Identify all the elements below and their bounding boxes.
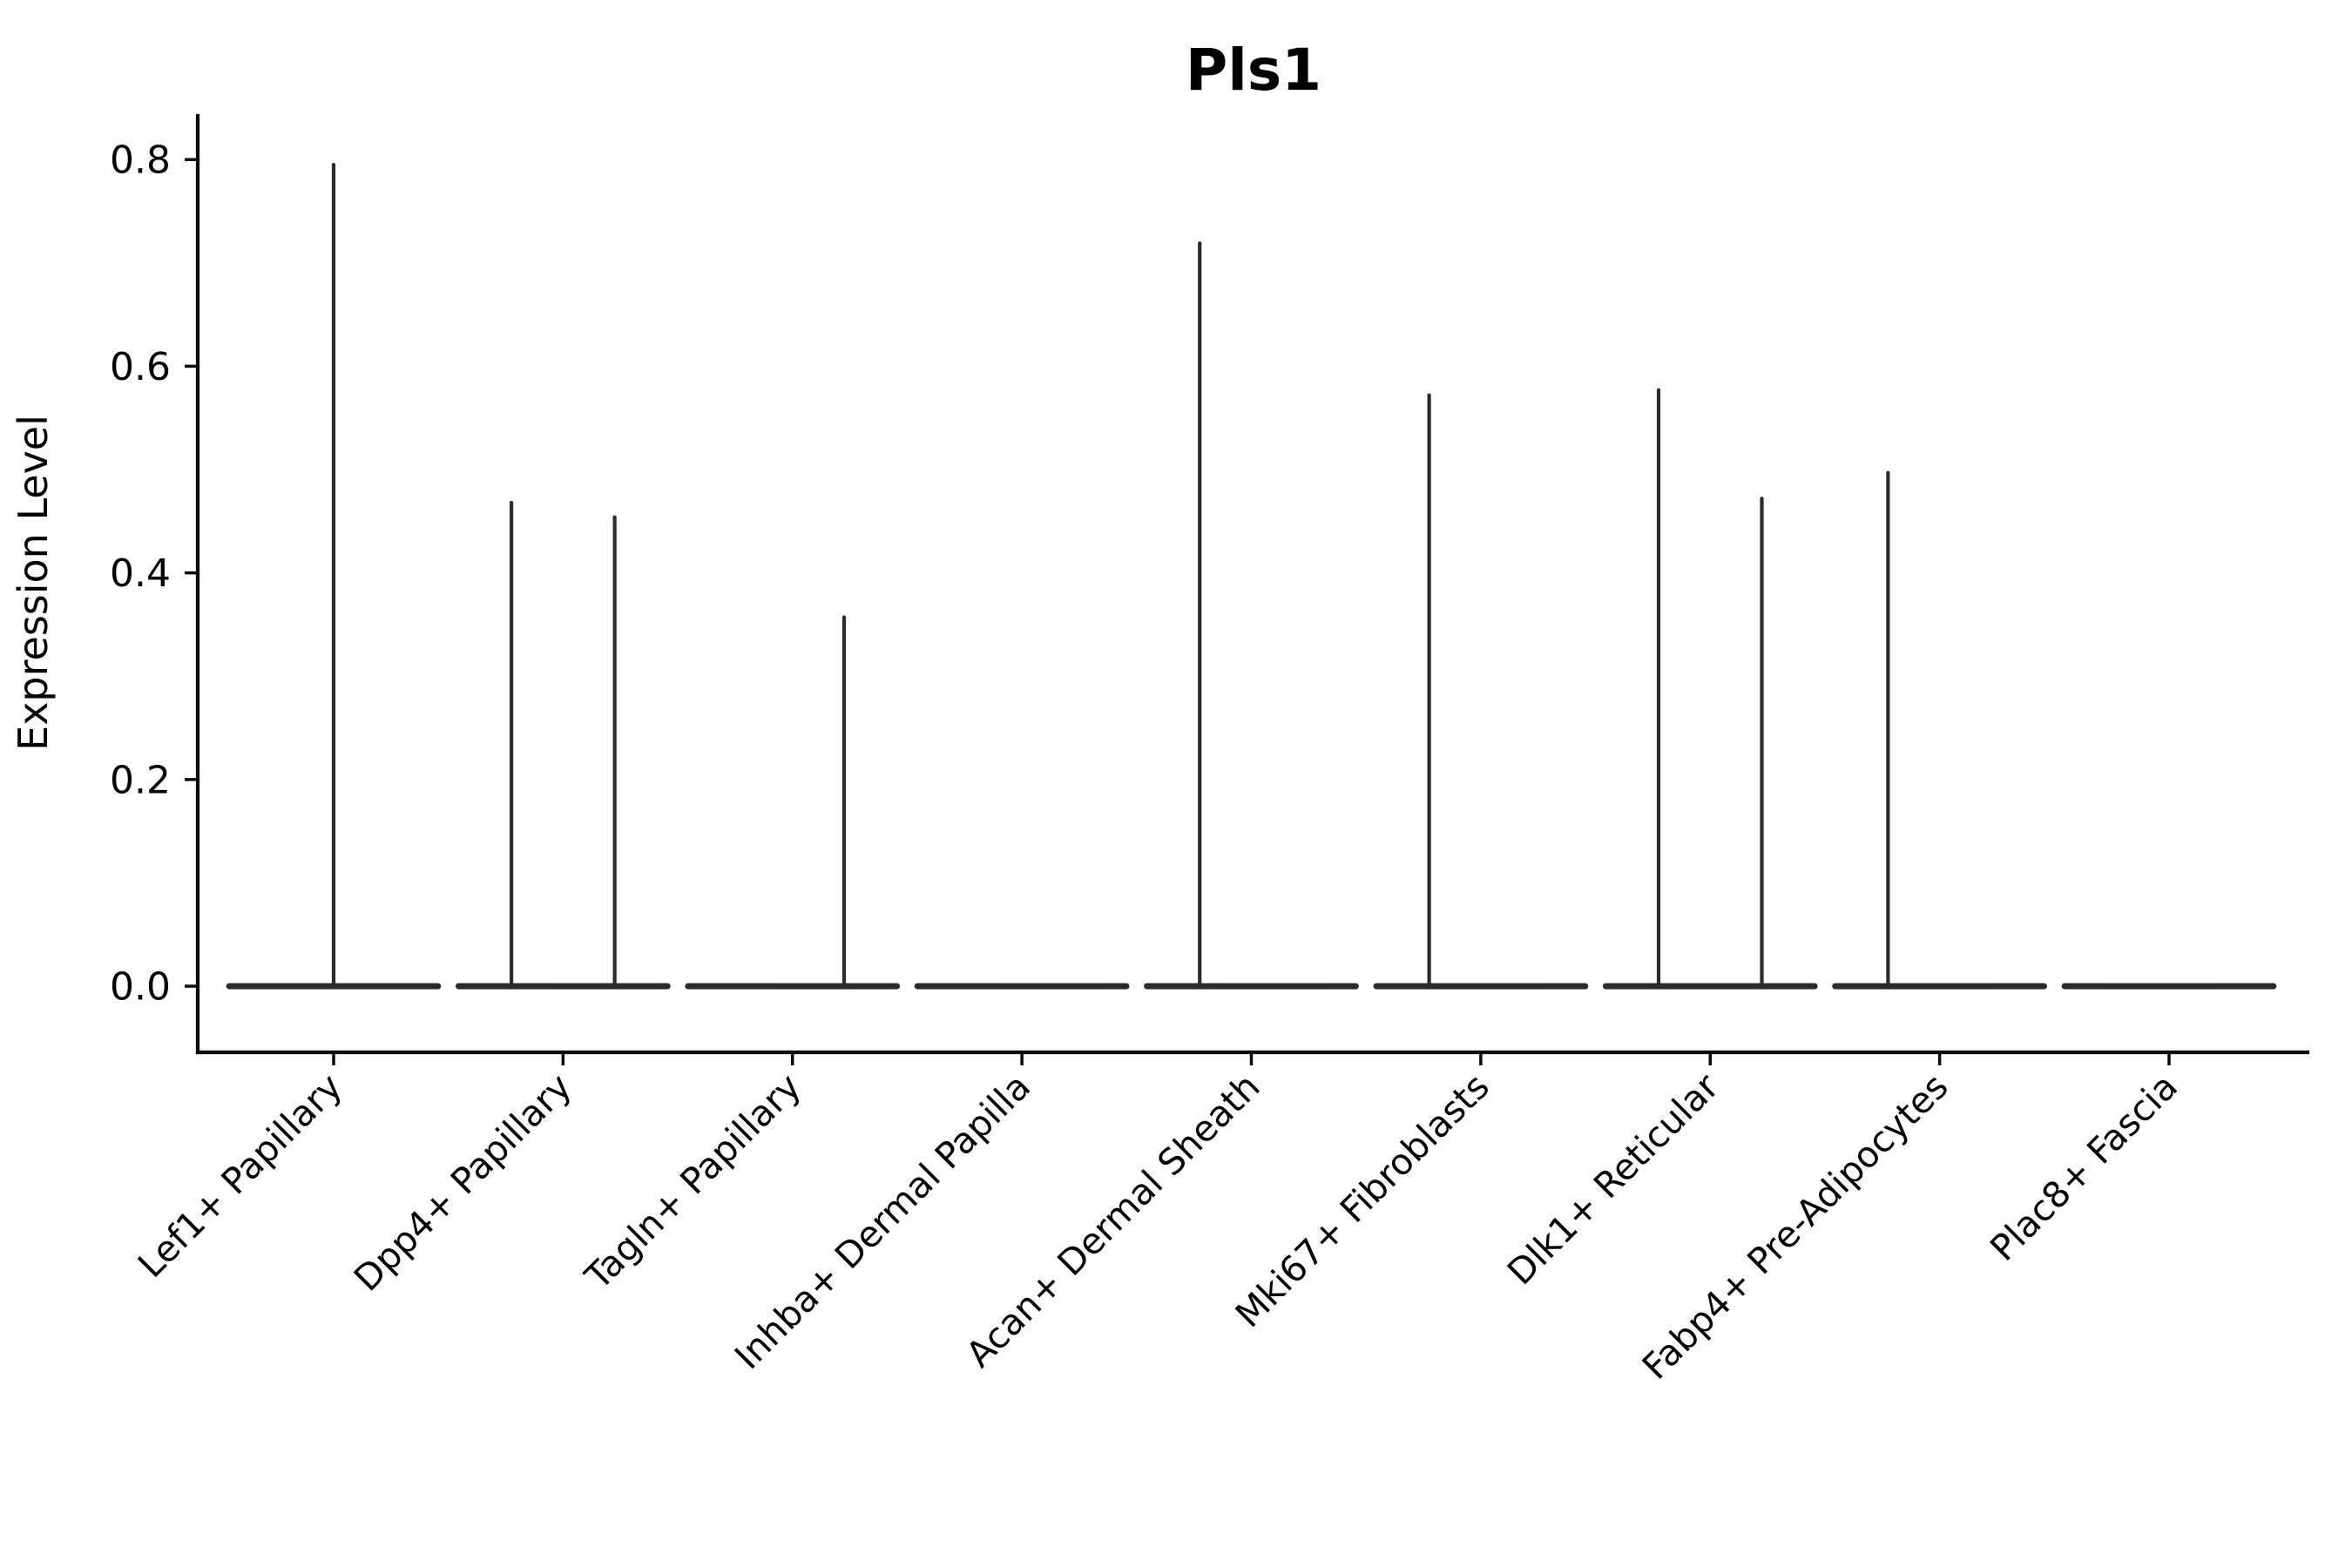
x-tick-label: Plac8+ Fascia [1982, 1065, 2186, 1269]
axes: 0.0 0.2 0.4 0.6 0.8 [110, 114, 2309, 1065]
y-tick-label: 0.0 [110, 964, 171, 1009]
y-tick-label: 0.6 [110, 345, 171, 389]
chart-title: Pls1 [1186, 37, 1321, 104]
violins [226, 163, 2277, 990]
x-tick-label: Dpp4+ Papillary [346, 1065, 579, 1299]
x-tick-label: Mki67+ Fibroblasts [1227, 1065, 1497, 1335]
y-tick-label: 0.4 [110, 551, 171, 596]
x-tick-label: Dlk1+ Reticular [1499, 1065, 1727, 1293]
y-tick-label: 0.8 [110, 139, 171, 183]
x-tick-label: Tagln+ Papillary [577, 1065, 809, 1298]
y-axis-title: Expression Level [10, 415, 57, 751]
x-tick-label: Lef1+ Papillary [130, 1065, 350, 1286]
y-tick-label: 0.2 [110, 758, 171, 802]
